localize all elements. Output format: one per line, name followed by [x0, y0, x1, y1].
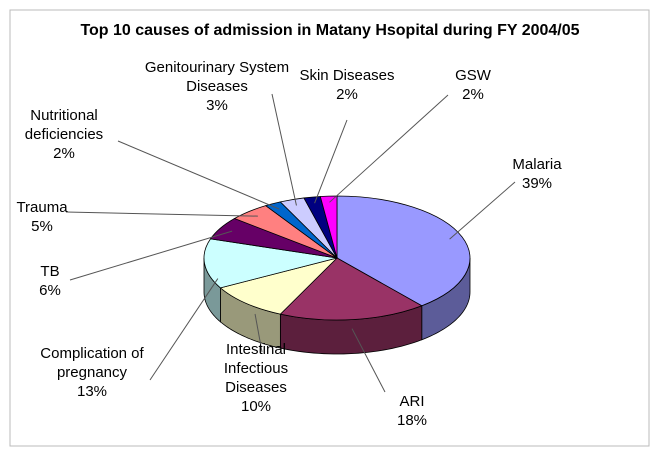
- slice-label: Genitourinary System Diseases 3%: [142, 58, 292, 115]
- category-label: Nutritional deficiencies: [24, 107, 104, 143]
- value-label: 2%: [462, 86, 484, 103]
- category-label: TB: [40, 263, 60, 280]
- slice-label: Complication of pregnancy 13%: [17, 344, 167, 401]
- leader-line: [351, 328, 386, 393]
- leader-line: [149, 278, 219, 381]
- leader-line: [69, 230, 233, 281]
- leader-line: [314, 119, 348, 204]
- category-label: Genitourinary System Diseases: [144, 59, 290, 95]
- pie-sides: [203, 257, 471, 355]
- leader-line: [271, 93, 297, 206]
- leader-line: [65, 211, 258, 217]
- category-label: Intestinal Infectious Diseases: [223, 341, 289, 396]
- pie-tops: [203, 195, 471, 321]
- value-label: 10%: [240, 398, 272, 415]
- category-label: Trauma: [16, 199, 68, 216]
- category-label: Skin Diseases: [299, 67, 395, 84]
- chart-title: Top 10 causes of admission in Matany Hso…: [80, 22, 580, 39]
- value-label: 18%: [396, 412, 428, 429]
- pie-slice: [203, 238, 338, 289]
- value-label: 3%: [206, 97, 228, 114]
- pie-slice: [219, 257, 339, 315]
- chart-frame: [9, 9, 650, 447]
- leader-line: [449, 181, 516, 240]
- category-label: Complication of pregnancy: [40, 345, 144, 381]
- value-label: 2%: [53, 145, 75, 162]
- value-label: 13%: [76, 383, 108, 400]
- slice-label: Intestinal Infectious Diseases 10%: [211, 340, 301, 416]
- pie-slice: [336, 195, 471, 307]
- slice-label: Skin Diseases 2%: [287, 66, 407, 104]
- slice-label: ARI 18%: [382, 392, 442, 430]
- value-label: 5%: [31, 218, 53, 235]
- value-label: 39%: [521, 175, 553, 192]
- slice-label: Trauma 5%: [7, 198, 77, 236]
- slice-label: GSW 2%: [443, 66, 503, 104]
- leader-line: [254, 313, 263, 353]
- leader-line: [329, 94, 449, 203]
- value-label: 6%: [39, 282, 61, 299]
- slice-label: Malaria 39%: [497, 155, 577, 193]
- slice-label: Nutritional deficiencies 2%: [4, 106, 124, 163]
- category-label: ARI: [399, 393, 425, 410]
- pie-slice: [279, 257, 423, 321]
- category-label: Malaria: [512, 156, 562, 173]
- slice-label: TB 6%: [25, 262, 75, 300]
- leader-line: [117, 140, 280, 210]
- value-label: 2%: [336, 86, 358, 103]
- leader-lines: [65, 93, 516, 393]
- category-label: GSW: [455, 67, 491, 84]
